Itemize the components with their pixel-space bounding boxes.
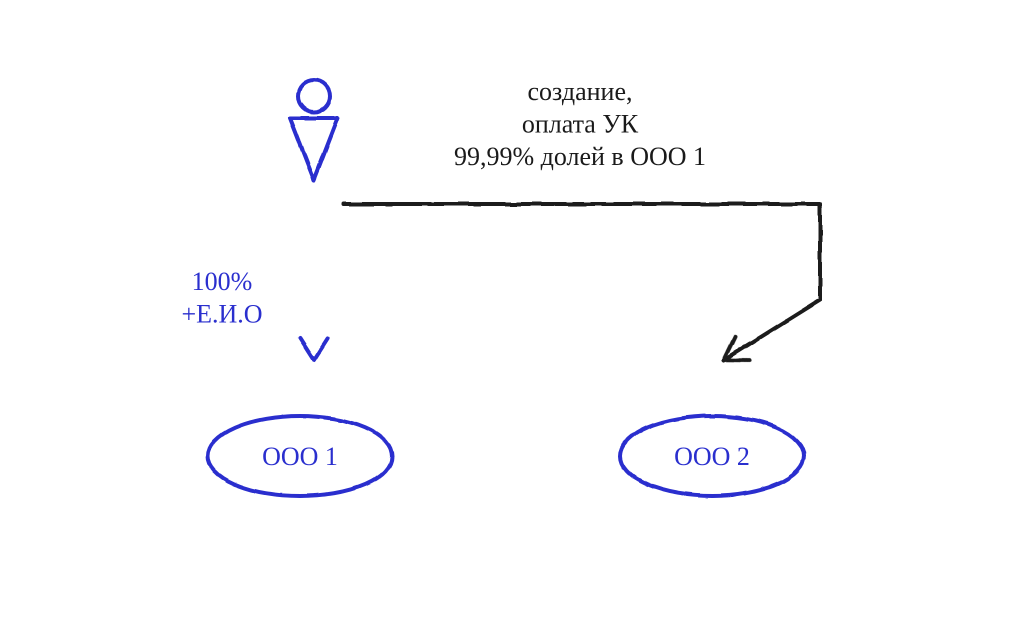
edge-label-person-to-ooo1: 100%+Е.И.О bbox=[181, 267, 262, 329]
node-label-ooo2: ООО 2 bbox=[674, 442, 750, 471]
edge-label-person-to-ooo2: создание,оплата УК99,99% долей в ООО 1 bbox=[454, 77, 706, 171]
node-label-ooo1: ООО 1 bbox=[262, 442, 338, 471]
edge-person-to-ooo2 bbox=[344, 204, 820, 360]
person-icon bbox=[290, 80, 338, 180]
diagram-canvas: 100%+Е.И.О создание,оплата УК99,99% долей… bbox=[0, 0, 1024, 625]
